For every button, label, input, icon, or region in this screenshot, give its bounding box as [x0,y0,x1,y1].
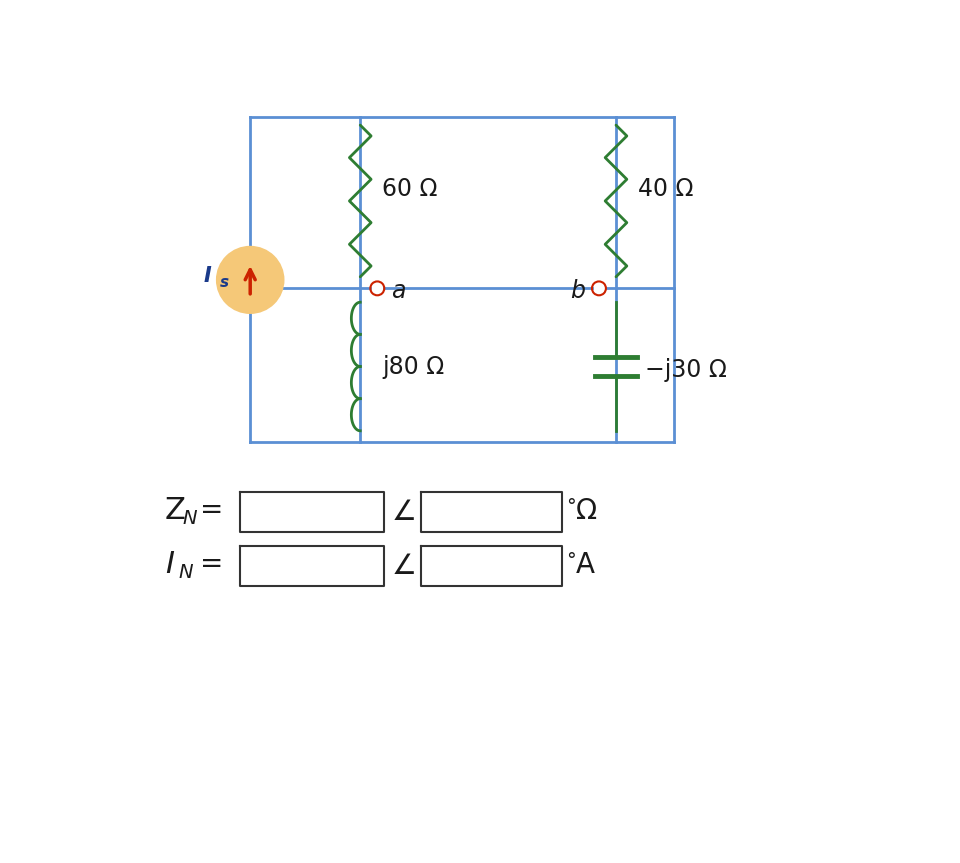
Text: j80 Ω: j80 Ω [382,355,444,379]
Text: ∠: ∠ [392,499,416,526]
Text: =: = [200,550,223,578]
Circle shape [218,248,283,312]
Text: a: a [392,279,406,303]
Text: Z: Z [165,495,186,525]
Text: °: ° [565,497,575,516]
Text: 60 Ω: 60 Ω [382,178,438,201]
Text: I: I [165,550,174,578]
Text: N: N [182,509,197,528]
Text: s: s [220,275,229,291]
Text: −j30 Ω: −j30 Ω [645,358,728,382]
Text: ∠: ∠ [392,552,416,580]
Text: 40 Ω: 40 Ω [637,178,693,201]
Text: °: ° [565,551,575,570]
Text: Ω: Ω [576,497,597,525]
Text: A: A [576,551,594,579]
Text: b: b [570,279,585,303]
Text: I: I [204,266,211,286]
Text: N: N [179,563,193,582]
Text: =: = [200,496,223,524]
